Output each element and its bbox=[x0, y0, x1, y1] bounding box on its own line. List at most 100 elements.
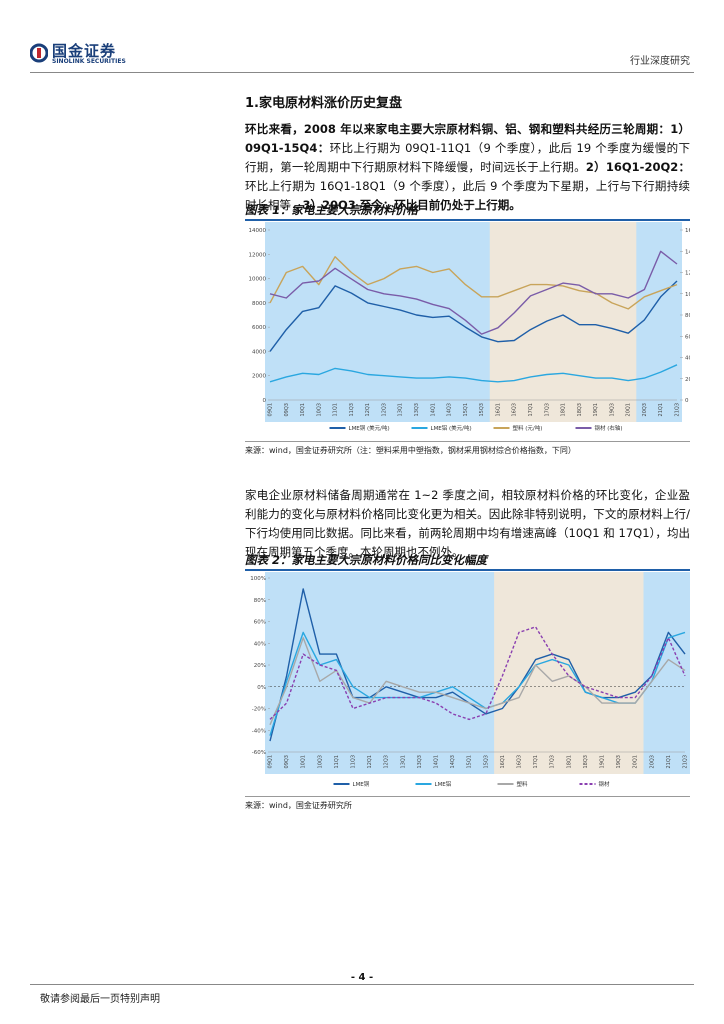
legend-label: 钢材 bbox=[599, 780, 611, 788]
source-note: 来源：wind，国金证券研究所（注：塑料采用中塑指数，钢材采用钢材综合价格指数，… bbox=[245, 441, 690, 456]
x-tick-label: 16Q1 bbox=[500, 755, 506, 768]
y2-tick-label: 140 bbox=[685, 249, 690, 255]
x-tick-label: 13Q3 bbox=[417, 755, 423, 768]
x-tick-label: 16Q1 bbox=[495, 403, 501, 416]
chart: 0 2000 4000 6000 8000 10000 12000 14000 0 20 40 60 8… bbox=[249, 222, 690, 432]
text-run: 环比上行期为 09Q1-11Q1（9 个季度），此后 19 个季度为缓慢的下行期… bbox=[245, 141, 690, 174]
x-tick-label: 20Q3 bbox=[642, 403, 648, 416]
y-tick-label: 10000 bbox=[249, 277, 267, 283]
x-tick-label: 19Q3 bbox=[616, 755, 622, 768]
x-tick-label: 15Q1 bbox=[463, 403, 469, 416]
x-tick-label: 11Q3 bbox=[349, 403, 355, 416]
x-tick-label: 17Q3 bbox=[544, 403, 550, 416]
legend-label: LME铝 bbox=[435, 780, 452, 788]
y2-tick-label: 160 bbox=[685, 228, 690, 234]
figure-title: 图表 2：家电主要大宗原材料价格同比变化幅度 bbox=[245, 552, 690, 571]
text-run: 2）16Q1-20Q2： bbox=[585, 160, 690, 174]
x-tick-label: 10Q1 bbox=[301, 755, 307, 768]
x-tick-label: 09Q3 bbox=[284, 755, 290, 768]
y2-tick-label: 40 bbox=[685, 356, 690, 362]
y2-tick-label: 120 bbox=[685, 271, 690, 277]
period-band bbox=[489, 222, 637, 422]
x-tick-label: 21Q1 bbox=[658, 403, 664, 416]
y2-tick-label: 80 bbox=[685, 313, 690, 319]
x-tick-label: 10Q3 bbox=[317, 755, 323, 768]
logo-icon bbox=[30, 43, 48, 63]
text-run: 3）20Q3 至今：环比目前仍处于上行期。 bbox=[302, 198, 521, 212]
x-tick-label: 21Q3 bbox=[675, 403, 681, 416]
x-tick-label: 14Q3 bbox=[447, 403, 453, 416]
x-tick-label: 21Q1 bbox=[666, 755, 672, 768]
logo-text: 国金证券 bbox=[52, 42, 117, 60]
header-rule bbox=[30, 72, 694, 73]
y-tick-label: 4000 bbox=[252, 349, 266, 355]
series-line bbox=[269, 626, 686, 721]
x-tick-label: 14Q1 bbox=[430, 403, 436, 416]
y-tick-label: 0 bbox=[263, 398, 267, 404]
chart: -60% -40% -20% 0% 20% 40% 60% 80% 100% 09Q1 09Q3 10… bbox=[250, 572, 690, 788]
x-tick-label: 20Q1 bbox=[626, 403, 632, 416]
x-tick-label: 17Q1 bbox=[533, 755, 539, 768]
y-tick-label: 8000 bbox=[252, 301, 266, 307]
y-tick-label: 60% bbox=[254, 620, 266, 626]
footer: 敬请参阅最后一页特别声明 bbox=[40, 994, 160, 1005]
text-run: 环比上行期为 16Q1-18Q1（9 个季度），此后 9 个季度为下星期，上行与… bbox=[245, 179, 690, 212]
x-tick-label: 14Q1 bbox=[434, 755, 440, 768]
paragraph: 环比来看，2008 年以来家电主要大宗原材料铜、铝、钢和塑料共经历三轮周期：1）… bbox=[245, 120, 690, 215]
series-line bbox=[269, 280, 678, 352]
y2-tick-label: 100 bbox=[685, 292, 690, 298]
logo-subtext: SINOLINK SECURITIES bbox=[52, 58, 126, 65]
y-tick-label: -60% bbox=[252, 750, 266, 756]
y2-tick-label: 0 bbox=[685, 398, 689, 404]
x-tick-label: 12Q3 bbox=[384, 755, 390, 768]
legend-label: LME铜 bbox=[353, 780, 370, 788]
x-tick-label: 20Q3 bbox=[649, 755, 655, 768]
footer-rule bbox=[30, 984, 694, 985]
report-type: 行业深度研究 bbox=[630, 56, 690, 67]
x-tick-label: 11Q3 bbox=[351, 755, 357, 768]
x-tick-label: 19Q1 bbox=[593, 403, 599, 416]
x-tick-label: 16Q3 bbox=[517, 755, 523, 768]
x-tick-label: 20Q1 bbox=[633, 755, 639, 768]
x-tick-label: 19Q3 bbox=[609, 403, 615, 416]
y-tick-label: 6000 bbox=[252, 325, 266, 331]
y-tick-label: 12000 bbox=[249, 252, 267, 258]
y-tick-label: -20% bbox=[252, 707, 266, 713]
series-line bbox=[269, 250, 678, 335]
x-tick-label: 16Q3 bbox=[512, 403, 518, 416]
series-line bbox=[269, 637, 686, 726]
x-tick-label: 15Q3 bbox=[483, 755, 489, 768]
x-tick-label: 12Q3 bbox=[381, 403, 387, 416]
x-tick-label: 09Q1 bbox=[268, 403, 274, 416]
y-tick-label: 40% bbox=[254, 641, 266, 647]
x-tick-label: 09Q3 bbox=[284, 403, 290, 416]
legend-label: 钢材 (右轴) bbox=[595, 424, 623, 432]
x-tick-label: 10Q3 bbox=[316, 403, 322, 416]
legend-label: LME铝 (美元/吨) bbox=[431, 424, 472, 432]
period-band bbox=[494, 572, 644, 774]
x-tick-label: 17Q3 bbox=[550, 755, 556, 768]
y-tick-label: 14000 bbox=[249, 228, 267, 234]
y-tick-label: 0% bbox=[257, 685, 266, 691]
y-tick-label: 20% bbox=[254, 663, 266, 669]
x-tick-label: 13Q1 bbox=[400, 755, 406, 768]
legend-label: 塑料 bbox=[517, 780, 529, 788]
x-tick-label: 18Q1 bbox=[561, 403, 567, 416]
x-tick-label: 15Q1 bbox=[467, 755, 473, 768]
x-tick-label: 11Q1 bbox=[334, 755, 340, 768]
legend-label: LME铜 (美元/吨) bbox=[349, 424, 390, 432]
y-tick-label: -40% bbox=[252, 728, 266, 734]
x-tick-label: 21Q3 bbox=[683, 755, 689, 768]
series-line bbox=[269, 588, 686, 742]
series-line bbox=[269, 631, 686, 736]
y-tick-label: 2000 bbox=[252, 374, 266, 380]
page-number: - 4 - bbox=[350, 972, 374, 983]
x-tick-label: 10Q1 bbox=[300, 403, 306, 416]
figure-title: 图表 1：家电主要大宗原材料价格 bbox=[245, 202, 690, 221]
x-tick-label: 12Q1 bbox=[365, 403, 371, 416]
source-note: 来源：wind，国金证券研究所 bbox=[245, 796, 690, 811]
x-tick-label: 14Q3 bbox=[450, 755, 456, 768]
x-tick-label: 13Q1 bbox=[398, 403, 404, 416]
x-tick-label: 13Q3 bbox=[414, 403, 420, 416]
y2-tick-label: 60 bbox=[685, 334, 690, 340]
